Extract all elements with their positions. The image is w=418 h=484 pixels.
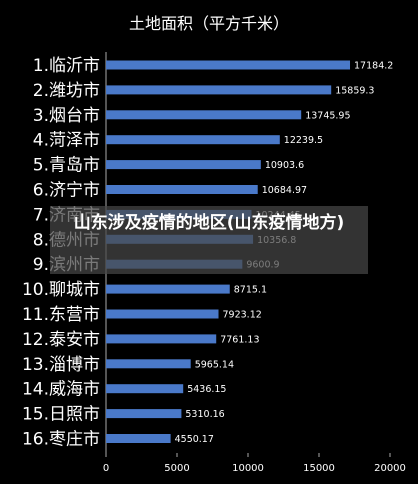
data-label: 13745.95 xyxy=(305,110,350,121)
x-tick-label: 15000 xyxy=(303,463,335,474)
category-label: 6.济宁市 xyxy=(33,181,100,201)
x-tick-label: 0 xyxy=(103,463,109,474)
category-label: 3.烟台市 xyxy=(33,106,100,126)
category-label: 15.日照市 xyxy=(22,405,100,425)
category-label: 12.泰安市 xyxy=(22,330,100,350)
bar xyxy=(106,110,302,120)
data-label: 5436.15 xyxy=(187,384,226,395)
category-label: 11.东营市 xyxy=(22,305,100,325)
data-label: 5965.14 xyxy=(195,359,234,370)
category-label: 1.临沂市 xyxy=(33,56,100,76)
category-label: 13.淄博市 xyxy=(22,355,100,375)
bar xyxy=(106,334,217,344)
bar xyxy=(106,309,219,319)
category-label: 14.威海市 xyxy=(22,380,100,400)
bar xyxy=(106,284,230,294)
data-label: 8715.1 xyxy=(234,285,267,296)
chart-title: 土地面积（平方千米） xyxy=(129,14,289,33)
bar xyxy=(106,160,261,170)
category-label: 2.潍坊市 xyxy=(33,81,100,101)
bar xyxy=(106,60,351,70)
category-label: 4.菏泽市 xyxy=(33,131,100,151)
caption-banner xyxy=(50,206,368,274)
data-label: 10903.6 xyxy=(265,160,304,171)
bar xyxy=(106,85,332,95)
bar xyxy=(106,409,182,419)
x-tick-label: 5000 xyxy=(164,463,189,474)
data-label: 10684.97 xyxy=(262,185,307,196)
data-label: 7761.13 xyxy=(220,334,259,345)
category-label: 10.聊城市 xyxy=(22,280,100,300)
caption-text: 山东涉及疫情的地区(山东疫情地方) xyxy=(73,213,345,233)
data-label: 15859.3 xyxy=(335,85,374,96)
data-label: 4550.17 xyxy=(175,434,214,445)
bar xyxy=(106,185,258,194)
category-label: 5.青岛市 xyxy=(33,156,100,176)
x-tick-label: 20000 xyxy=(374,463,406,474)
category-label: 16.枣庄市 xyxy=(22,430,100,450)
bar xyxy=(106,135,280,145)
data-label: 7923.12 xyxy=(223,310,262,321)
data-label: 12239.5 xyxy=(284,135,323,146)
bar xyxy=(106,384,184,394)
bar xyxy=(106,359,191,369)
data-label: 17184.2 xyxy=(354,61,393,72)
x-tick-label: 10000 xyxy=(232,463,264,474)
data-label: 5310.16 xyxy=(185,409,224,420)
bar xyxy=(106,434,171,443)
